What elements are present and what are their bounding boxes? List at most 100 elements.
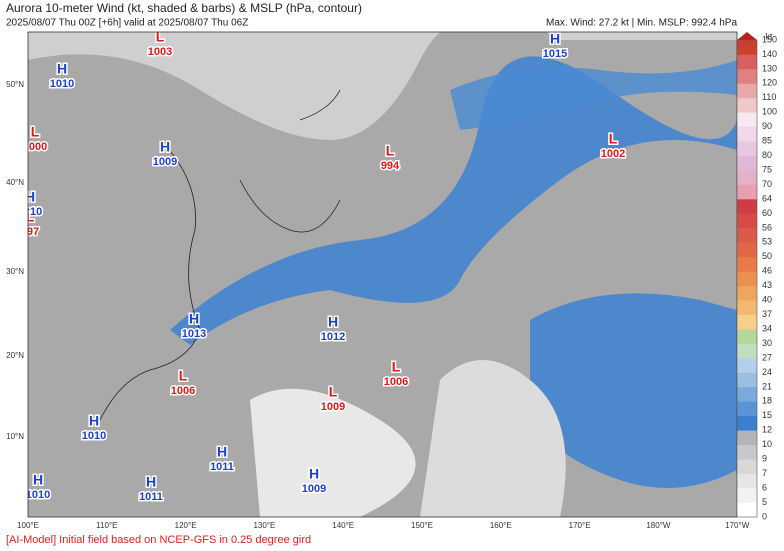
colorbar-segment bbox=[737, 459, 757, 474]
colorbar-segment bbox=[737, 488, 757, 503]
longitude-label: 160°E bbox=[490, 521, 512, 530]
system-symbol: H bbox=[217, 444, 227, 460]
colorbar-label: 90 bbox=[762, 121, 772, 131]
colorbar-label: 150 bbox=[762, 34, 777, 44]
colorbar-segment bbox=[737, 242, 757, 258]
colorbar-label: 100 bbox=[762, 107, 777, 117]
latitude-label: 40°N bbox=[6, 178, 24, 187]
system-symbol: H bbox=[189, 311, 199, 327]
system-symbol: H bbox=[89, 413, 99, 429]
footer: [AI-Model] Initial field based on NCEP-G… bbox=[6, 534, 311, 546]
colorbar-label: 60 bbox=[762, 208, 772, 218]
colorbar-segment bbox=[737, 199, 757, 214]
colorbar-segment bbox=[737, 372, 757, 388]
colorbar-segment bbox=[737, 40, 757, 55]
colorbar-label: 27 bbox=[762, 352, 772, 362]
system-symbol: L bbox=[31, 124, 40, 140]
system-symbol: H bbox=[33, 472, 43, 488]
colorbar-label: 56 bbox=[762, 222, 772, 232]
latitude-label: 10°N bbox=[6, 432, 24, 441]
system-symbol: H bbox=[25, 189, 35, 205]
colorbar-segment bbox=[737, 112, 757, 128]
colorbar-segment bbox=[737, 83, 757, 99]
subtitle: 2025/08/07 Thu 00Z [+6h] valid at 2025/0… bbox=[6, 18, 248, 29]
colorbar-label: 120 bbox=[762, 78, 777, 88]
wind-band bbox=[170, 56, 737, 345]
longitude-label: 170°E bbox=[569, 521, 591, 530]
colorbar-label: 110 bbox=[762, 92, 776, 102]
system-pressure: 1006 bbox=[384, 376, 408, 388]
system-symbol: L bbox=[386, 143, 395, 159]
system-symbol: L bbox=[26, 209, 35, 225]
colorbar-label: 21 bbox=[762, 381, 772, 391]
colorbar-label: 70 bbox=[762, 179, 772, 189]
colorbar-segment bbox=[737, 430, 757, 446]
colorbar-segment bbox=[737, 126, 757, 142]
system-symbol: H bbox=[328, 314, 338, 330]
colorbar-extend bbox=[737, 32, 757, 40]
system-symbol: H bbox=[309, 466, 319, 482]
longitude-label: 120°E bbox=[175, 521, 197, 530]
latitude-label: 20°N bbox=[6, 351, 24, 360]
colorbar-segment bbox=[737, 473, 757, 489]
longitude-label: 110°E bbox=[96, 521, 117, 530]
longitude-label: 130°E bbox=[253, 521, 275, 530]
colorbar-label: 75 bbox=[762, 164, 772, 174]
wind-band bbox=[450, 60, 737, 130]
colorbar-label: 30 bbox=[762, 338, 772, 348]
system-pressure: 1002 bbox=[601, 148, 625, 160]
colorbar-segment bbox=[737, 170, 757, 185]
system-pressure: 994 bbox=[381, 160, 400, 172]
system-symbol: H bbox=[550, 31, 560, 47]
calm-region bbox=[250, 388, 416, 517]
colorbar-label: 80 bbox=[762, 150, 772, 160]
colorbar-segment bbox=[737, 329, 757, 344]
system-symbol: H bbox=[160, 139, 170, 155]
system-symbol: L bbox=[329, 384, 338, 400]
colorbar-segment bbox=[737, 155, 757, 171]
stats: Max. Wind: 27.2 kt | Min. MSLP: 992.4 hP… bbox=[546, 18, 737, 29]
colorbar-label: 9 bbox=[762, 454, 767, 464]
colorbar-label: 24 bbox=[762, 367, 772, 377]
colorbar-label: 15 bbox=[762, 410, 772, 420]
colorbar-label: 5 bbox=[762, 497, 767, 507]
system-pressure: 997 bbox=[21, 226, 39, 238]
system-pressure: 1010 bbox=[18, 206, 42, 218]
colorbar-segment bbox=[737, 184, 757, 200]
colorbar-segment bbox=[737, 444, 757, 460]
colorbar-segment bbox=[737, 68, 757, 84]
colorbar-label: 40 bbox=[762, 295, 772, 305]
system-pressure: 1009 bbox=[153, 156, 177, 168]
calm-region bbox=[28, 32, 737, 140]
coastline bbox=[99, 89, 341, 421]
colorbar-segment bbox=[737, 300, 757, 315]
colorbar-segment bbox=[737, 227, 757, 243]
colorbar-segment bbox=[737, 271, 757, 287]
colorbar-label: 140 bbox=[762, 49, 777, 59]
system-symbol: H bbox=[146, 474, 156, 490]
longitude-label: 140°E bbox=[332, 521, 354, 530]
colorbar-unit: kt bbox=[765, 31, 773, 41]
colorbar-segment bbox=[737, 213, 757, 229]
system-symbol: L bbox=[156, 29, 165, 45]
longitude-label: 150°E bbox=[411, 521, 433, 530]
longitude-label: 170°W bbox=[725, 521, 750, 530]
colorbar-label: 46 bbox=[762, 266, 772, 276]
system-pressure: 1011 bbox=[210, 461, 234, 473]
wind-band bbox=[530, 293, 737, 488]
system-pressure: 1010 bbox=[50, 78, 74, 90]
system-symbol: L bbox=[609, 131, 618, 147]
system-pressure: 1010 bbox=[26, 489, 50, 501]
colorbar-label: 34 bbox=[762, 323, 772, 333]
calm-region bbox=[420, 360, 566, 517]
system-symbol: H bbox=[57, 61, 67, 77]
system-pressure: 1000 bbox=[23, 141, 47, 153]
system-pressure: 1009 bbox=[321, 401, 345, 413]
colorbar-label: 6 bbox=[762, 482, 767, 492]
colorbar-segment bbox=[737, 141, 757, 156]
system-pressure: 1013 bbox=[182, 328, 206, 340]
colorbar-label: 50 bbox=[762, 251, 772, 261]
